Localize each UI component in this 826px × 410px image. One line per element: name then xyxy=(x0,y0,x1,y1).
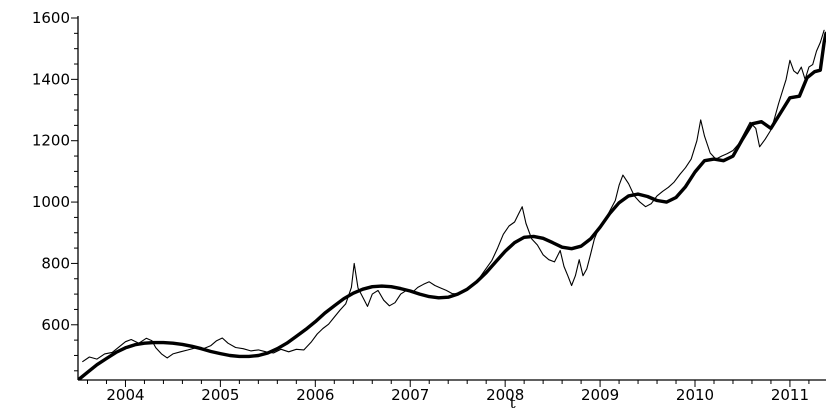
x-tick-label: 2010 xyxy=(676,386,714,404)
x-tick-label: 2008 xyxy=(486,386,524,404)
x-tick-label: 2006 xyxy=(296,386,334,404)
y-tick-label: 1200 xyxy=(32,132,70,150)
y-tick-label: 1000 xyxy=(32,193,70,211)
x-tick-label: 2007 xyxy=(391,386,429,404)
y-tick-label: 1400 xyxy=(32,70,70,88)
x-tick-label: 2004 xyxy=(106,386,144,404)
y-tick-label: 800 xyxy=(41,254,70,272)
x-tick-label: 2009 xyxy=(581,386,619,404)
y-tick-label: 600 xyxy=(41,316,70,334)
y-tick-label: 1600 xyxy=(32,9,70,27)
x-tick-label: 2005 xyxy=(201,386,239,404)
x-tick-label: 2011 xyxy=(771,386,809,404)
smooth-curve-line xyxy=(78,31,826,381)
x-axis-label: t xyxy=(510,394,516,410)
series-layer xyxy=(78,29,826,381)
price-series-line xyxy=(82,29,825,363)
y-ticks: 600 800 1000 1200 1400 1600 xyxy=(32,9,78,372)
x-ticks: 2004 2005 2006 2007 2008 2009 2010 2011 xyxy=(86,380,810,404)
